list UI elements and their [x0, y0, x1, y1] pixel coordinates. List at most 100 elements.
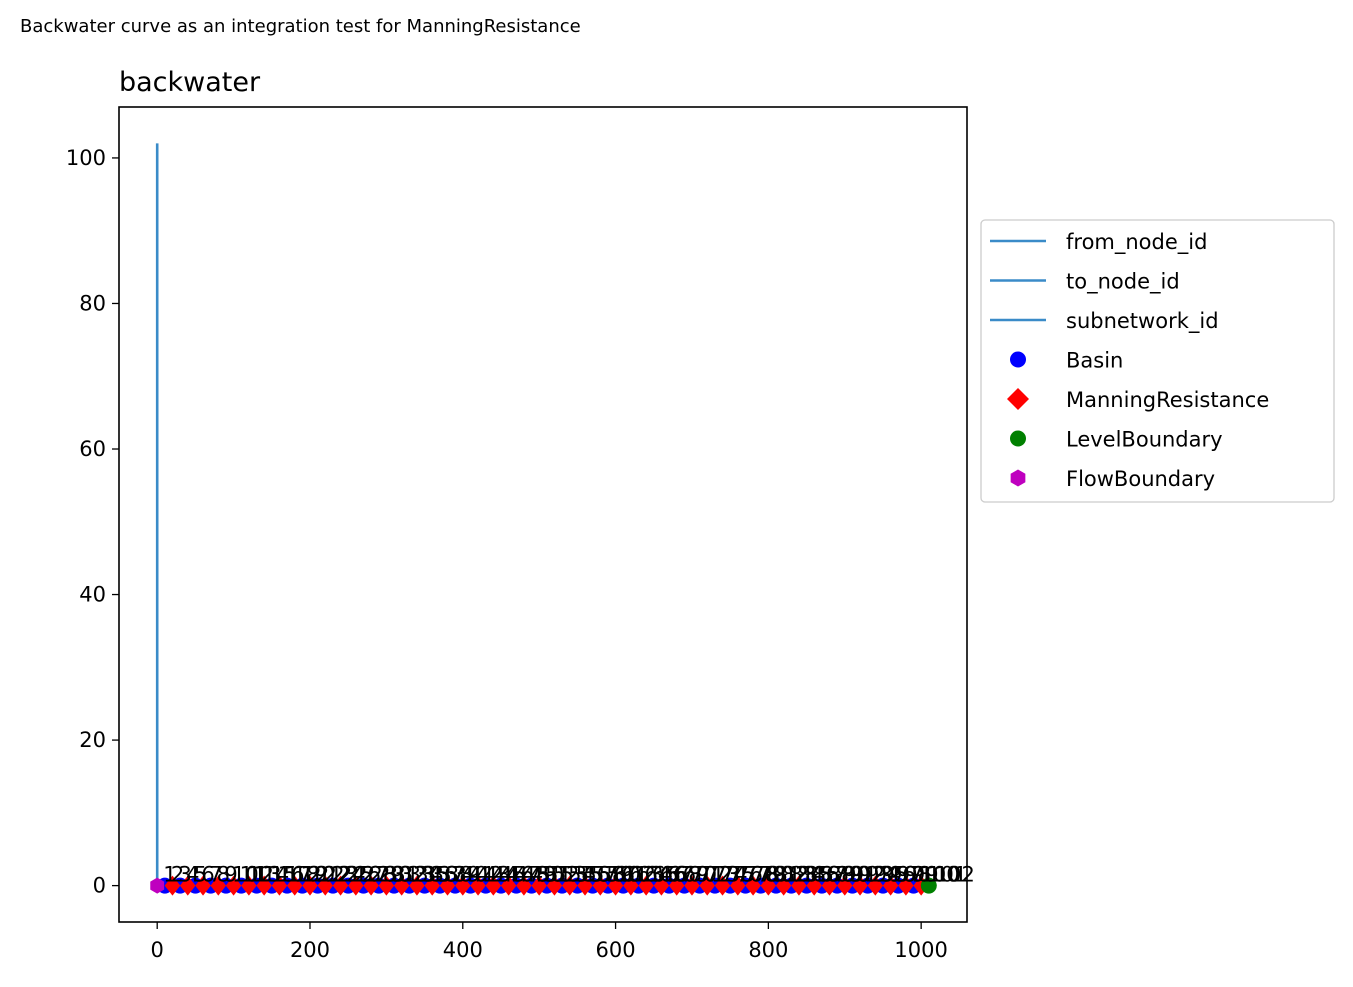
node-id-label: 88 — [828, 863, 855, 887]
node-id-label: 34 — [415, 863, 442, 887]
node-id-label: 4 — [186, 863, 199, 887]
node-id-label: 63 — [637, 863, 664, 887]
y-tick-label: 20 — [79, 728, 106, 752]
point-manningresistance — [882, 875, 899, 896]
point-manningresistance — [409, 875, 425, 896]
node-id-label: 52 — [553, 863, 580, 887]
node-id-label: 91 — [851, 863, 878, 887]
node-id-label: 71 — [698, 863, 725, 887]
point-manningresistance — [424, 875, 441, 896]
node-id-label: 11 — [240, 863, 267, 887]
node-id-label: 90 — [843, 863, 870, 887]
point-manningresistance — [470, 875, 486, 896]
node-id-label: 64 — [644, 863, 671, 887]
node-id-label: 46 — [507, 863, 534, 887]
node-id-label: 94 — [874, 863, 901, 887]
point-manningresistance — [363, 875, 379, 896]
point-manningresistance — [500, 875, 517, 896]
point-manningresistance — [271, 875, 288, 896]
node-id-label: 93 — [866, 863, 893, 887]
legend-swatch — [1010, 351, 1026, 368]
node-id-label: 20 — [308, 863, 335, 887]
point-manningresistance — [775, 875, 792, 896]
node-id-label: 79 — [759, 863, 786, 887]
point-manningresistance — [393, 875, 410, 896]
point-manningresistance — [653, 875, 670, 896]
point-manningresistance — [760, 875, 777, 896]
point-manningresistance — [867, 875, 884, 896]
point-manningresistance — [699, 875, 716, 896]
node-id-label: 39 — [454, 863, 481, 887]
point-manningresistance — [439, 875, 456, 896]
node-id-label: 86 — [813, 863, 840, 887]
legend-label: subnetwork_id — [1066, 309, 1219, 334]
node-id-label: 102 — [935, 863, 975, 887]
node-id-label: 29 — [377, 863, 404, 887]
node-id-label: 17 — [285, 863, 312, 887]
point-manningresistance — [317, 875, 334, 896]
node-id-label: 53 — [560, 863, 587, 887]
node-id-label: 56 — [583, 863, 610, 887]
node-id-label: 97 — [897, 863, 924, 887]
node-id-label: 37 — [438, 863, 465, 887]
node-id-label: 2 — [171, 863, 184, 887]
legend-swatch — [1010, 430, 1026, 447]
point-manningresistance — [179, 875, 196, 896]
node-id-label: 6 — [201, 863, 214, 887]
node-id-label: 77 — [744, 863, 771, 887]
node-id-label: 28 — [369, 863, 396, 887]
point-manningresistance — [485, 875, 502, 896]
x-axis: 0 200 400 600 800 1000 — [151, 922, 948, 962]
node-id-label: 31 — [392, 863, 419, 887]
node-id-label: 24 — [339, 863, 366, 887]
node-id-label: 15 — [270, 863, 297, 887]
node-id-label: 9 — [224, 863, 237, 887]
axes-frame — [118, 106, 968, 923]
node-id-label: 66 — [660, 863, 687, 887]
point-manningresistance — [730, 875, 746, 896]
node-id-label: 100 — [920, 863, 960, 887]
legend-label: ManningResistance — [1066, 388, 1269, 412]
point-manningresistance — [516, 875, 532, 896]
node-id-label: 60 — [614, 863, 641, 887]
node-id-label: 68 — [675, 863, 702, 887]
point-manningresistance — [210, 875, 227, 896]
node-id-label: 83 — [790, 863, 817, 887]
node-id-label: 84 — [797, 863, 824, 887]
node-id-label: 7 — [209, 863, 222, 887]
node-id-label: 40 — [461, 863, 488, 887]
point-manningresistance — [898, 875, 914, 896]
x-tick-label: 200 — [290, 938, 330, 962]
point-manningresistance — [378, 875, 395, 896]
point-manningresistance — [577, 875, 593, 896]
node-id-label: 57 — [591, 863, 618, 887]
y-tick-label: 0 — [93, 874, 106, 898]
point-manningresistance — [607, 875, 624, 896]
point-manningresistance — [623, 875, 639, 896]
point-manningresistance — [821, 875, 838, 896]
point-manningresistance — [852, 875, 868, 896]
node-id-label: 55 — [576, 863, 603, 887]
node-id-label: 95 — [881, 863, 908, 887]
point-manningresistance — [791, 875, 807, 896]
node-id-label: 8 — [217, 863, 230, 887]
node-id-label: 19 — [301, 863, 328, 887]
node-id-label: 48 — [522, 863, 549, 887]
node-id-label: 85 — [805, 863, 832, 887]
node-id-label: 26 — [354, 863, 381, 887]
legend-label: LevelBoundary — [1066, 428, 1223, 452]
x-tick-label: 0 — [151, 938, 164, 962]
node-id-label: 96 — [889, 863, 916, 887]
node-id-label: 81 — [774, 863, 801, 887]
point-manningresistance — [164, 875, 181, 896]
point-manningresistance — [286, 875, 303, 896]
node-id-label: 74 — [721, 863, 748, 887]
node-id-label: 80 — [767, 863, 794, 887]
point-manningresistance — [668, 875, 685, 896]
node-id-label: 12 — [247, 863, 274, 887]
node-id-label: 30 — [385, 863, 412, 887]
legend-label: from_node_id — [1066, 230, 1207, 255]
node-id-label: 101 — [927, 863, 967, 887]
x-tick-label: 1000 — [894, 938, 947, 962]
